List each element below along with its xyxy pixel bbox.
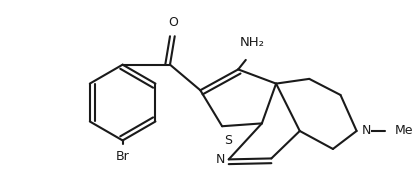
Text: Me: Me <box>394 125 413 137</box>
Text: O: O <box>168 16 178 29</box>
Text: NH₂: NH₂ <box>240 36 265 49</box>
Text: N: N <box>216 153 225 166</box>
Text: Br: Br <box>116 150 130 163</box>
Text: S: S <box>224 134 232 147</box>
Text: N: N <box>361 125 371 137</box>
